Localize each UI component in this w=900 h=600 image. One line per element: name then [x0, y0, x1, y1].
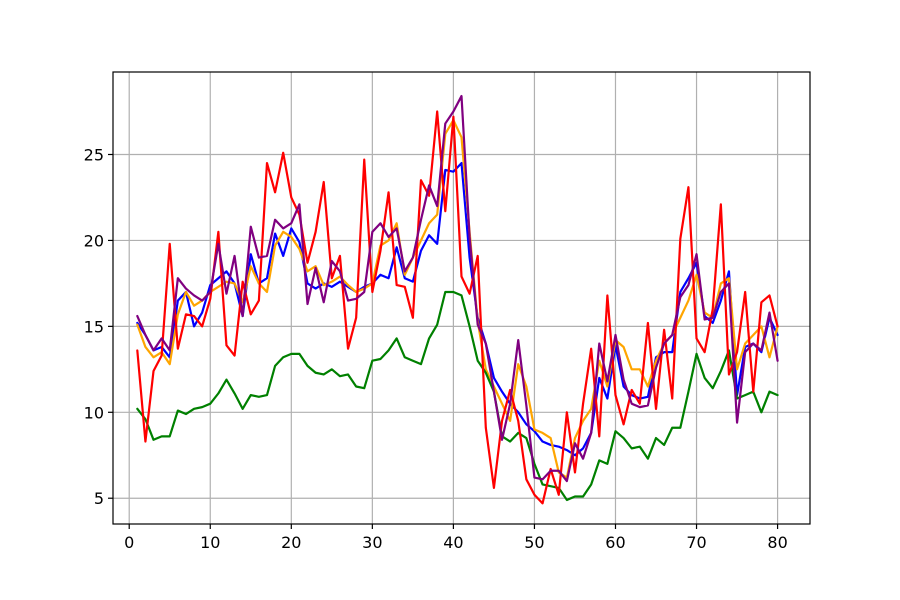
- series-line-4: [136, 110, 779, 505]
- x-tick-label: 80: [767, 533, 787, 552]
- axis-ticks: 0 10 20 30 40 50 60 70 80 5 10 15 20 25: [84, 145, 788, 552]
- x-tick-label: 0: [124, 533, 134, 552]
- x-tick-label: 10: [200, 533, 220, 552]
- grid-lines: [113, 72, 810, 524]
- y-tick-label: 10: [84, 403, 104, 422]
- x-tick-label: 40: [443, 533, 463, 552]
- y-tick-label: 25: [84, 145, 104, 164]
- x-tick-label: 50: [524, 533, 544, 552]
- x-tick-label: 60: [605, 533, 625, 552]
- x-tick-label: 70: [686, 533, 706, 552]
- plot-frame: [112, 71, 811, 525]
- series-lines: [136, 94, 779, 505]
- series-line-5: [136, 94, 779, 483]
- x-tick-label: 20: [281, 533, 301, 552]
- y-tick-label: 15: [84, 317, 104, 336]
- series-line-3: [136, 290, 779, 502]
- y-tick-label: 20: [84, 231, 104, 250]
- y-tick-label: 5: [94, 489, 104, 508]
- x-tick-label: 30: [362, 533, 382, 552]
